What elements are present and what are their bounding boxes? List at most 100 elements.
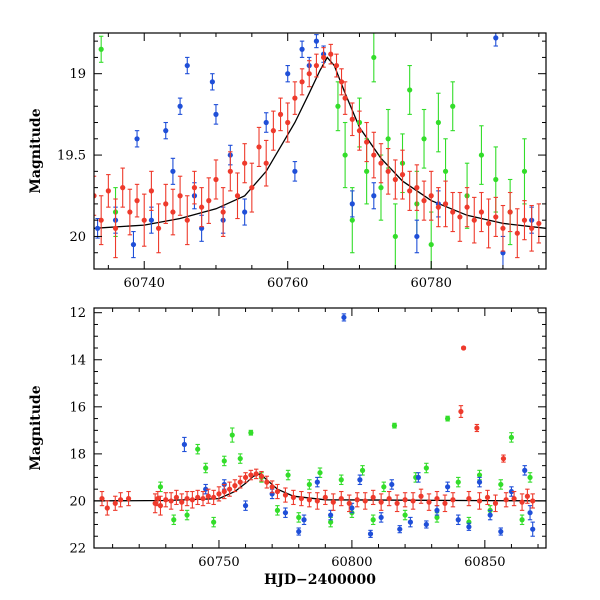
top-data-point: [242, 160, 248, 166]
bottom-x-axis-label: HJD−2400000: [264, 572, 376, 588]
top-data-point: [177, 103, 183, 109]
bottom-data-point: [445, 415, 451, 422]
bottom-data-point: [354, 497, 360, 503]
bottom-data-point: [476, 498, 483, 504]
top-data-point: [306, 71, 312, 77]
bottom-data-point: [242, 503, 249, 509]
top-data-point: [378, 185, 384, 191]
bottom-data-point: [492, 500, 499, 506]
bottom-data-point: [458, 408, 464, 415]
top-data-point: [98, 217, 104, 223]
bottom-data-point: [508, 488, 515, 495]
bottom-data-point: [378, 499, 384, 505]
bottom-data-point: [330, 499, 336, 505]
top-data-point: [335, 103, 341, 109]
bottom-data-point: [328, 519, 334, 525]
bottom-data-point: [341, 314, 347, 321]
bottom-data-point: [357, 477, 363, 483]
bottom-plot-area: [94, 313, 546, 538]
bottom-data-point: [328, 512, 334, 518]
top-data-point: [163, 128, 169, 134]
bottom-data-point: [378, 514, 384, 521]
top-data-point: [385, 168, 391, 174]
bottom-data-point: [455, 517, 461, 523]
bottom-data-point: [229, 432, 235, 438]
bottom-data-point: [500, 455, 507, 462]
top-data-point: [249, 185, 255, 191]
top-data-point: [450, 209, 456, 215]
bottom-data-point: [155, 495, 161, 502]
bottom-data-point: [296, 528, 302, 535]
top-data-point: [206, 198, 212, 204]
bottom-y-axis-label: Magnitude: [28, 385, 44, 470]
bottom-data-point: [205, 493, 211, 499]
bottom-data-point: [203, 486, 209, 492]
bottom-plot-frame: [93, 307, 547, 549]
bottom-data-point: [157, 503, 164, 509]
top-data-point: [478, 209, 485, 215]
bottom-data-point: [503, 497, 509, 503]
top-data-point: [134, 136, 140, 142]
bottom-data-point: [498, 528, 504, 535]
top-series-0: [94, 43, 542, 259]
bottom-data-point: [264, 479, 270, 485]
top-data-point: [328, 51, 334, 57]
top-data-point: [536, 220, 542, 227]
bottom-data-point: [211, 519, 217, 525]
top-data-point: [313, 38, 320, 44]
bottom-data-point: [274, 507, 281, 513]
bottom-data-point: [455, 479, 461, 485]
bottom-data-point: [338, 495, 344, 502]
bottom-data-point: [195, 446, 201, 452]
top-axis-ticks: 60740 60760 60780 19 19.5 20: [57, 33, 546, 291]
bottom-data-point: [232, 483, 238, 489]
bottom-data-point: [434, 514, 440, 521]
bottom-data-point: [184, 495, 190, 502]
bottom-data-point: [415, 474, 421, 481]
top-series-1: [94, 33, 535, 269]
top-data-point: [263, 160, 269, 166]
top-data-point: [155, 225, 162, 231]
bottom-data-point: [253, 471, 259, 477]
bottom-data-point: [519, 499, 525, 505]
top-data-point: [163, 201, 169, 207]
bottom-data-point: [168, 498, 174, 504]
top-data-point: [378, 160, 384, 166]
bottom-y-tick-label: 14: [69, 353, 86, 368]
bottom-data-point: [445, 484, 451, 490]
top-data-point: [442, 168, 449, 174]
top-data-point: [349, 116, 355, 122]
top-y-axis-label: Magnitude: [28, 108, 44, 193]
bottom-data-point: [442, 500, 448, 506]
top-x-tick-label: 60740: [124, 276, 165, 291]
top-data-point: [356, 128, 363, 134]
bottom-data-point: [423, 465, 429, 471]
bottom-data-point: [381, 484, 387, 490]
top-data-point: [371, 152, 377, 158]
top-data-point: [148, 217, 154, 223]
top-data-point: [421, 198, 427, 204]
bottom-data-point: [498, 481, 504, 488]
bottom-data-point: [248, 472, 254, 478]
bottom-data-point: [511, 495, 517, 502]
bottom-data-point: [476, 479, 483, 485]
bottom-x-tick-label: 60800: [331, 555, 372, 570]
bottom-data-point: [530, 526, 536, 532]
top-data-point: [407, 87, 413, 93]
bottom-data-point: [460, 345, 467, 351]
top-data-point: [371, 193, 377, 199]
bottom-data-point: [301, 517, 307, 523]
bottom-data-point: [519, 517, 525, 523]
top-data-point: [428, 241, 434, 248]
bottom-data-point: [117, 497, 124, 503]
bottom-data-point: [203, 465, 209, 471]
top-data-point: [507, 209, 513, 215]
bottom-y-tick-label: 20: [69, 494, 86, 509]
top-data-point: [170, 168, 176, 174]
top-data-point: [392, 176, 398, 183]
bottom-data-point: [125, 495, 132, 502]
top-y-tick-label: 19: [69, 67, 86, 82]
bottom-data-point: [346, 500, 352, 506]
top-data-point: [227, 168, 233, 174]
bottom-data-point: [296, 514, 302, 521]
